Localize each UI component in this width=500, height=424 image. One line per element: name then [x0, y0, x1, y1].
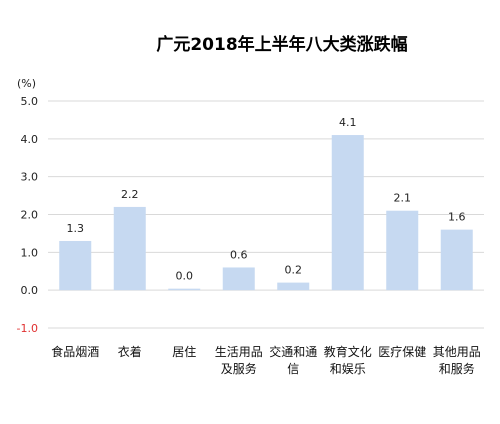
- bar: [168, 288, 201, 291]
- bar: [113, 206, 146, 291]
- category-label: 生活用品: [215, 345, 263, 359]
- data-label: 1.3: [67, 222, 85, 235]
- y-axis-unit-label: (%): [17, 77, 36, 90]
- y-tick-label: 4.0: [21, 133, 39, 146]
- category-label: 及服务: [221, 361, 257, 376]
- bar: [59, 240, 92, 291]
- category-label: 其他用品: [433, 345, 481, 359]
- category-label: 居住: [172, 345, 196, 359]
- category-label: 医疗保健: [378, 345, 426, 359]
- bars: [59, 135, 473, 291]
- data-label: 2.1: [394, 192, 412, 205]
- y-tick-label: 0.0: [21, 284, 39, 297]
- data-label: 0.2: [285, 264, 303, 277]
- data-label: 4.1: [339, 116, 357, 129]
- category-label: 信: [287, 362, 299, 376]
- y-tick-label: 3.0: [21, 171, 39, 184]
- category-label: 食品烟酒: [51, 344, 99, 359]
- category-label: 教育文化: [324, 344, 372, 359]
- category-label: 和服务: [439, 361, 475, 376]
- y-axis-ticks: -1.0 0.0 1.0 2.0 3.0 4.0 5.0: [17, 95, 38, 335]
- bar: [440, 229, 473, 291]
- chart-title: 广元2018年上半年八大类涨跌幅: [156, 34, 407, 55]
- bar: [222, 267, 255, 291]
- data-label: 1.6: [448, 211, 466, 224]
- y-tick-label: 5.0: [21, 95, 39, 108]
- y-tick-label: -1.0: [17, 322, 38, 335]
- category-label: 和娱乐: [330, 362, 366, 376]
- gridlines: [48, 100, 484, 329]
- bar: [331, 135, 364, 291]
- data-label: 0.6: [230, 248, 248, 261]
- data-label: 2.2: [121, 188, 139, 201]
- category-label: 衣着: [118, 344, 142, 359]
- bar: [277, 282, 310, 291]
- data-label: 0.0: [176, 270, 194, 283]
- y-tick-label: 1.0: [21, 246, 39, 259]
- y-tick-label: 2.0: [21, 209, 39, 222]
- category-label: 交通和通: [269, 344, 317, 359]
- bar: [386, 210, 419, 291]
- data-labels: 1.3 2.2 0.0 0.6 0.2 4.1 2.1 1.6: [67, 116, 466, 283]
